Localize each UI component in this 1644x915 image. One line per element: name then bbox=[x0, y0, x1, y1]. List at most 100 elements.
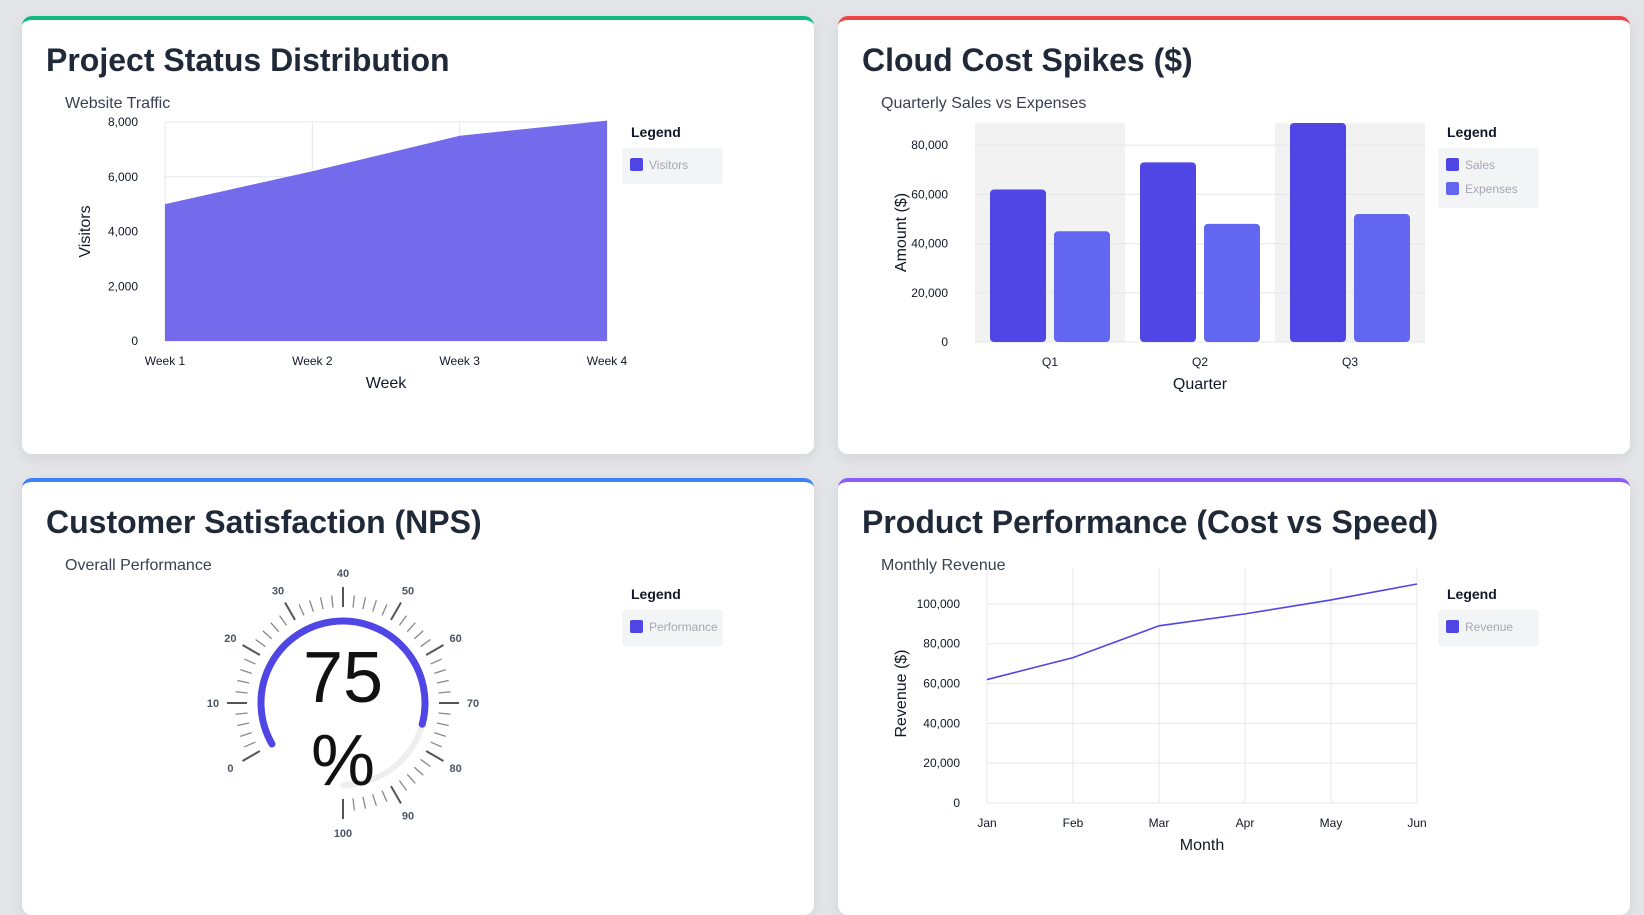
card-title: Customer Satisfaction (NPS) bbox=[46, 504, 482, 540]
gauge-tick-label: 60 bbox=[449, 633, 461, 645]
gauge-tick-label: 40 bbox=[337, 568, 349, 580]
legend-box bbox=[622, 610, 723, 646]
gauge-minor-tick bbox=[438, 691, 451, 694]
x-tick-label: Mar bbox=[1149, 816, 1170, 830]
bar-expenses bbox=[1354, 214, 1410, 342]
card-title: Cloud Cost Spikes ($) bbox=[862, 42, 1193, 78]
gauge-tick-label: 20 bbox=[224, 633, 236, 645]
card-title: Project Status Distribution bbox=[46, 42, 450, 78]
gauge-minor-tick bbox=[235, 691, 248, 694]
x-tick-label: Jun bbox=[1407, 816, 1426, 830]
gauge-minor-tick bbox=[420, 638, 431, 648]
bar-sales bbox=[990, 189, 1046, 342]
gauge-tick-label: 100 bbox=[334, 828, 352, 840]
bar-sales bbox=[1290, 123, 1346, 342]
chart-subtitle: Overall Performance bbox=[65, 557, 212, 574]
product-performance-card: Product Performance (Cost vs Speed) Mont… bbox=[838, 478, 1630, 915]
gauge-tick-label: 10 bbox=[207, 698, 219, 710]
x-tick-label: Week 2 bbox=[292, 354, 333, 368]
legend-swatch bbox=[630, 620, 643, 633]
x-axis-title: Quarter bbox=[1173, 376, 1228, 393]
gauge-major-tick bbox=[425, 644, 444, 656]
y-axis-title: Visitors bbox=[77, 205, 94, 257]
y-axis-title: Revenue ($) bbox=[893, 649, 910, 737]
cloud-cost-card: Cloud Cost Spikes ($) Quarterly Sales vs… bbox=[838, 16, 1630, 454]
y-tick-label: 40,000 bbox=[911, 237, 948, 251]
legend-swatch bbox=[630, 158, 643, 171]
gauge-minor-tick bbox=[362, 796, 367, 809]
gauge-minor-tick bbox=[352, 595, 355, 608]
y-tick-label: 0 bbox=[131, 334, 138, 348]
x-tick-label: Apr bbox=[1236, 816, 1255, 830]
gauge-minor-tick bbox=[406, 622, 416, 633]
legend-label: Expenses bbox=[1465, 182, 1518, 196]
sales-bar-chart: Quarterly Sales vs Expenses 0 20,000 40,000… bbox=[881, 95, 1539, 393]
gauge-minor-tick bbox=[398, 615, 408, 626]
legend-title: Legend bbox=[631, 124, 681, 140]
x-tick-label: Week 3 bbox=[439, 354, 480, 368]
y-tick-label: 0 bbox=[941, 335, 948, 349]
y-tick-label: 8,000 bbox=[108, 115, 138, 129]
legend-title: Legend bbox=[631, 586, 681, 602]
gauge-minor-tick bbox=[237, 679, 250, 684]
x-axis-title: Week bbox=[366, 375, 408, 392]
y-tick-label: 4,000 bbox=[108, 225, 138, 239]
x-tick-label: Jan bbox=[977, 816, 996, 830]
gauge-major-tick bbox=[242, 750, 261, 762]
gauge-major-tick bbox=[390, 602, 402, 621]
x-tick-label: May bbox=[1320, 816, 1343, 830]
performance-gauge: Overall Performance 0 10 20 30 40 50 60 70 80 90 10… bbox=[65, 557, 723, 840]
gauge-minor-tick bbox=[434, 732, 446, 737]
gauge-minor-tick bbox=[381, 790, 388, 802]
gauge-minor-tick bbox=[430, 658, 442, 665]
area-visitors bbox=[165, 120, 607, 341]
gauge-tick-label: 0 bbox=[227, 763, 233, 775]
y-tick-label: 20,000 bbox=[911, 286, 948, 300]
legend-swatch bbox=[1446, 182, 1459, 195]
y-tick-label: 6,000 bbox=[108, 170, 138, 184]
gauge-minor-tick bbox=[398, 780, 408, 791]
y-tick-label: 60,000 bbox=[911, 187, 948, 201]
gauge-major-tick bbox=[390, 785, 402, 804]
y-tick-label: 60,000 bbox=[923, 677, 960, 691]
x-tick-label: Feb bbox=[1063, 816, 1084, 830]
legend-box bbox=[622, 148, 723, 184]
y-tick-label: 40,000 bbox=[923, 716, 960, 730]
gauge-tick-label: 80 bbox=[449, 763, 461, 775]
x-tick-label: Week 1 bbox=[145, 354, 186, 368]
gauge-minor-tick bbox=[319, 597, 324, 610]
bar-expenses bbox=[1204, 223, 1260, 342]
gauge-minor-tick bbox=[309, 600, 314, 612]
gauge-tick-label: 70 bbox=[467, 698, 479, 710]
y-tick-label: 80,000 bbox=[923, 637, 960, 651]
gauge-tick-label: 90 bbox=[402, 811, 414, 823]
legend-label: Sales bbox=[1465, 158, 1495, 172]
line-revenue bbox=[986, 583, 1418, 681]
gauge-tick-label: 30 bbox=[272, 585, 284, 597]
traffic-area-chart: Website Traffic 0 2,000 4,000 6,000 8,000 Week… bbox=[65, 95, 723, 392]
y-tick-label: 80,000 bbox=[911, 138, 948, 152]
gauge-minor-tick bbox=[240, 732, 252, 737]
gauge-minor-tick bbox=[438, 712, 451, 715]
x-tick-label: Q2 bbox=[1192, 355, 1208, 369]
gauge-unit-text: % bbox=[311, 721, 375, 801]
legend-title: Legend bbox=[1447, 586, 1497, 602]
y-tick-label: 100,000 bbox=[917, 597, 961, 611]
gauge-minor-tick bbox=[237, 722, 250, 727]
gauge-minor-tick bbox=[240, 669, 252, 674]
y-tick-label: 2,000 bbox=[108, 279, 138, 293]
gauge-minor-tick bbox=[436, 722, 449, 727]
customer-satisfaction-card: Customer Satisfaction (NPS) Overall Perf… bbox=[22, 478, 814, 915]
gauge-minor-tick bbox=[406, 773, 416, 784]
legend-box bbox=[1438, 148, 1539, 208]
y-axis-title: Amount ($) bbox=[893, 193, 910, 272]
bar-expenses bbox=[1054, 231, 1110, 342]
gauge-major-tick bbox=[242, 644, 261, 656]
legend-swatch bbox=[1446, 620, 1459, 633]
y-tick-label: 0 bbox=[953, 796, 960, 810]
x-tick-label: Week 4 bbox=[587, 354, 628, 368]
gauge-minor-tick bbox=[420, 758, 431, 768]
bar-sales bbox=[1140, 162, 1196, 342]
gauge-minor-tick bbox=[244, 658, 256, 665]
legend-label: Performance bbox=[649, 620, 718, 634]
